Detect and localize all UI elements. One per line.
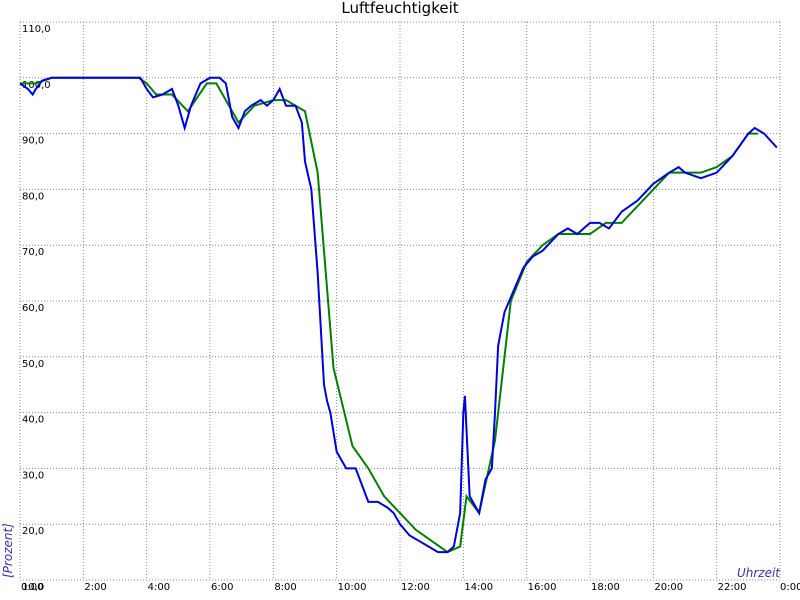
x-tick-label: 8:00 xyxy=(274,582,296,593)
y-tick-label: 90,0 xyxy=(22,136,44,147)
y-tick-label: 20,0 xyxy=(22,526,44,537)
x-axis-label: Uhrzeit xyxy=(737,566,781,580)
y-tick-label: 40,0 xyxy=(22,415,44,426)
chart-title: Luftfeuchtigkeit xyxy=(341,0,458,17)
y-tick-label: 10,0 xyxy=(22,582,44,593)
y-tick-label: 110,0 xyxy=(22,24,51,35)
data-line xyxy=(20,76,758,554)
y-axis-label: [Prozent] xyxy=(1,523,15,578)
x-tick-label: 14:00 xyxy=(464,582,493,593)
x-tick-label: 4:00 xyxy=(148,582,170,593)
data-line xyxy=(19,76,778,554)
x-tick-label: 0:00 xyxy=(21,582,43,593)
x-tick-label: 18:00 xyxy=(591,582,620,593)
y-tick-label: 30,0 xyxy=(22,470,44,481)
x-tick-label: 6:00 xyxy=(211,582,233,593)
x-tick-label: 12:00 xyxy=(401,582,430,593)
x-tick-label: 16:00 xyxy=(528,582,557,593)
x-tick-label: 0:00 xyxy=(780,582,800,593)
x-tick-label: 2:00 xyxy=(84,582,106,593)
y-tick-label: 70,0 xyxy=(22,247,44,258)
x-tick-label: 22:00 xyxy=(718,582,747,593)
x-tick-label: 10:00 xyxy=(338,582,367,593)
x-tick-label: 20:00 xyxy=(654,582,683,593)
y-tick-label: 60,0 xyxy=(22,303,44,314)
y-tick-label: 50,0 xyxy=(22,359,44,370)
y-tick-label: 80,0 xyxy=(22,191,44,202)
y-tick-label: 100,0 xyxy=(22,80,51,91)
